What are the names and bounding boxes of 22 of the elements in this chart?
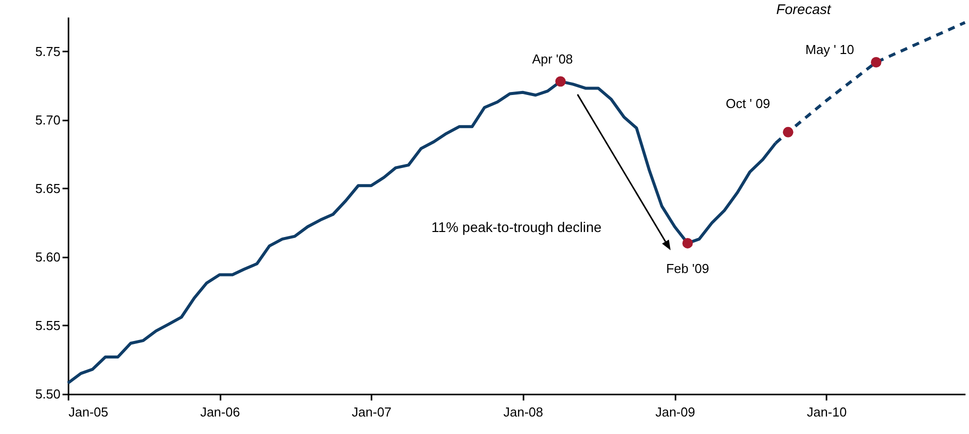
- annotation: 11% peak-to-trough decline: [431, 219, 602, 236]
- point: [682, 238, 693, 248]
- x-tick-label: Jan-09: [655, 404, 696, 420]
- point: [555, 76, 566, 87]
- y-tick-label: 5.55: [35, 318, 60, 333]
- x-tick-label: Jan-10: [806, 404, 847, 420]
- annotation: Apr '08: [532, 51, 573, 66]
- x-tick-label: Jan-07: [352, 404, 392, 420]
- y-tick-label: 5.50: [35, 386, 60, 402]
- point: [782, 126, 794, 138]
- annotation: May ' 10: [805, 42, 854, 58]
- x-tick-label: Jan-06: [200, 404, 240, 420]
- y-tick-label: 5.60: [35, 249, 60, 264]
- y-tick-label: 5.65: [35, 180, 60, 196]
- text: Forecast: [776, 1, 832, 17]
- x-tick-label: Jan-08: [503, 404, 544, 420]
- y-tick-label: 5.75: [35, 44, 60, 59]
- point: [870, 57, 882, 68]
- annotation: Feb '09: [666, 261, 710, 276]
- y-tick-label: 5.70: [35, 112, 60, 128]
- x-tick-label: Jan-05: [68, 404, 108, 420]
- annotation: Oct ' 09: [726, 96, 770, 112]
